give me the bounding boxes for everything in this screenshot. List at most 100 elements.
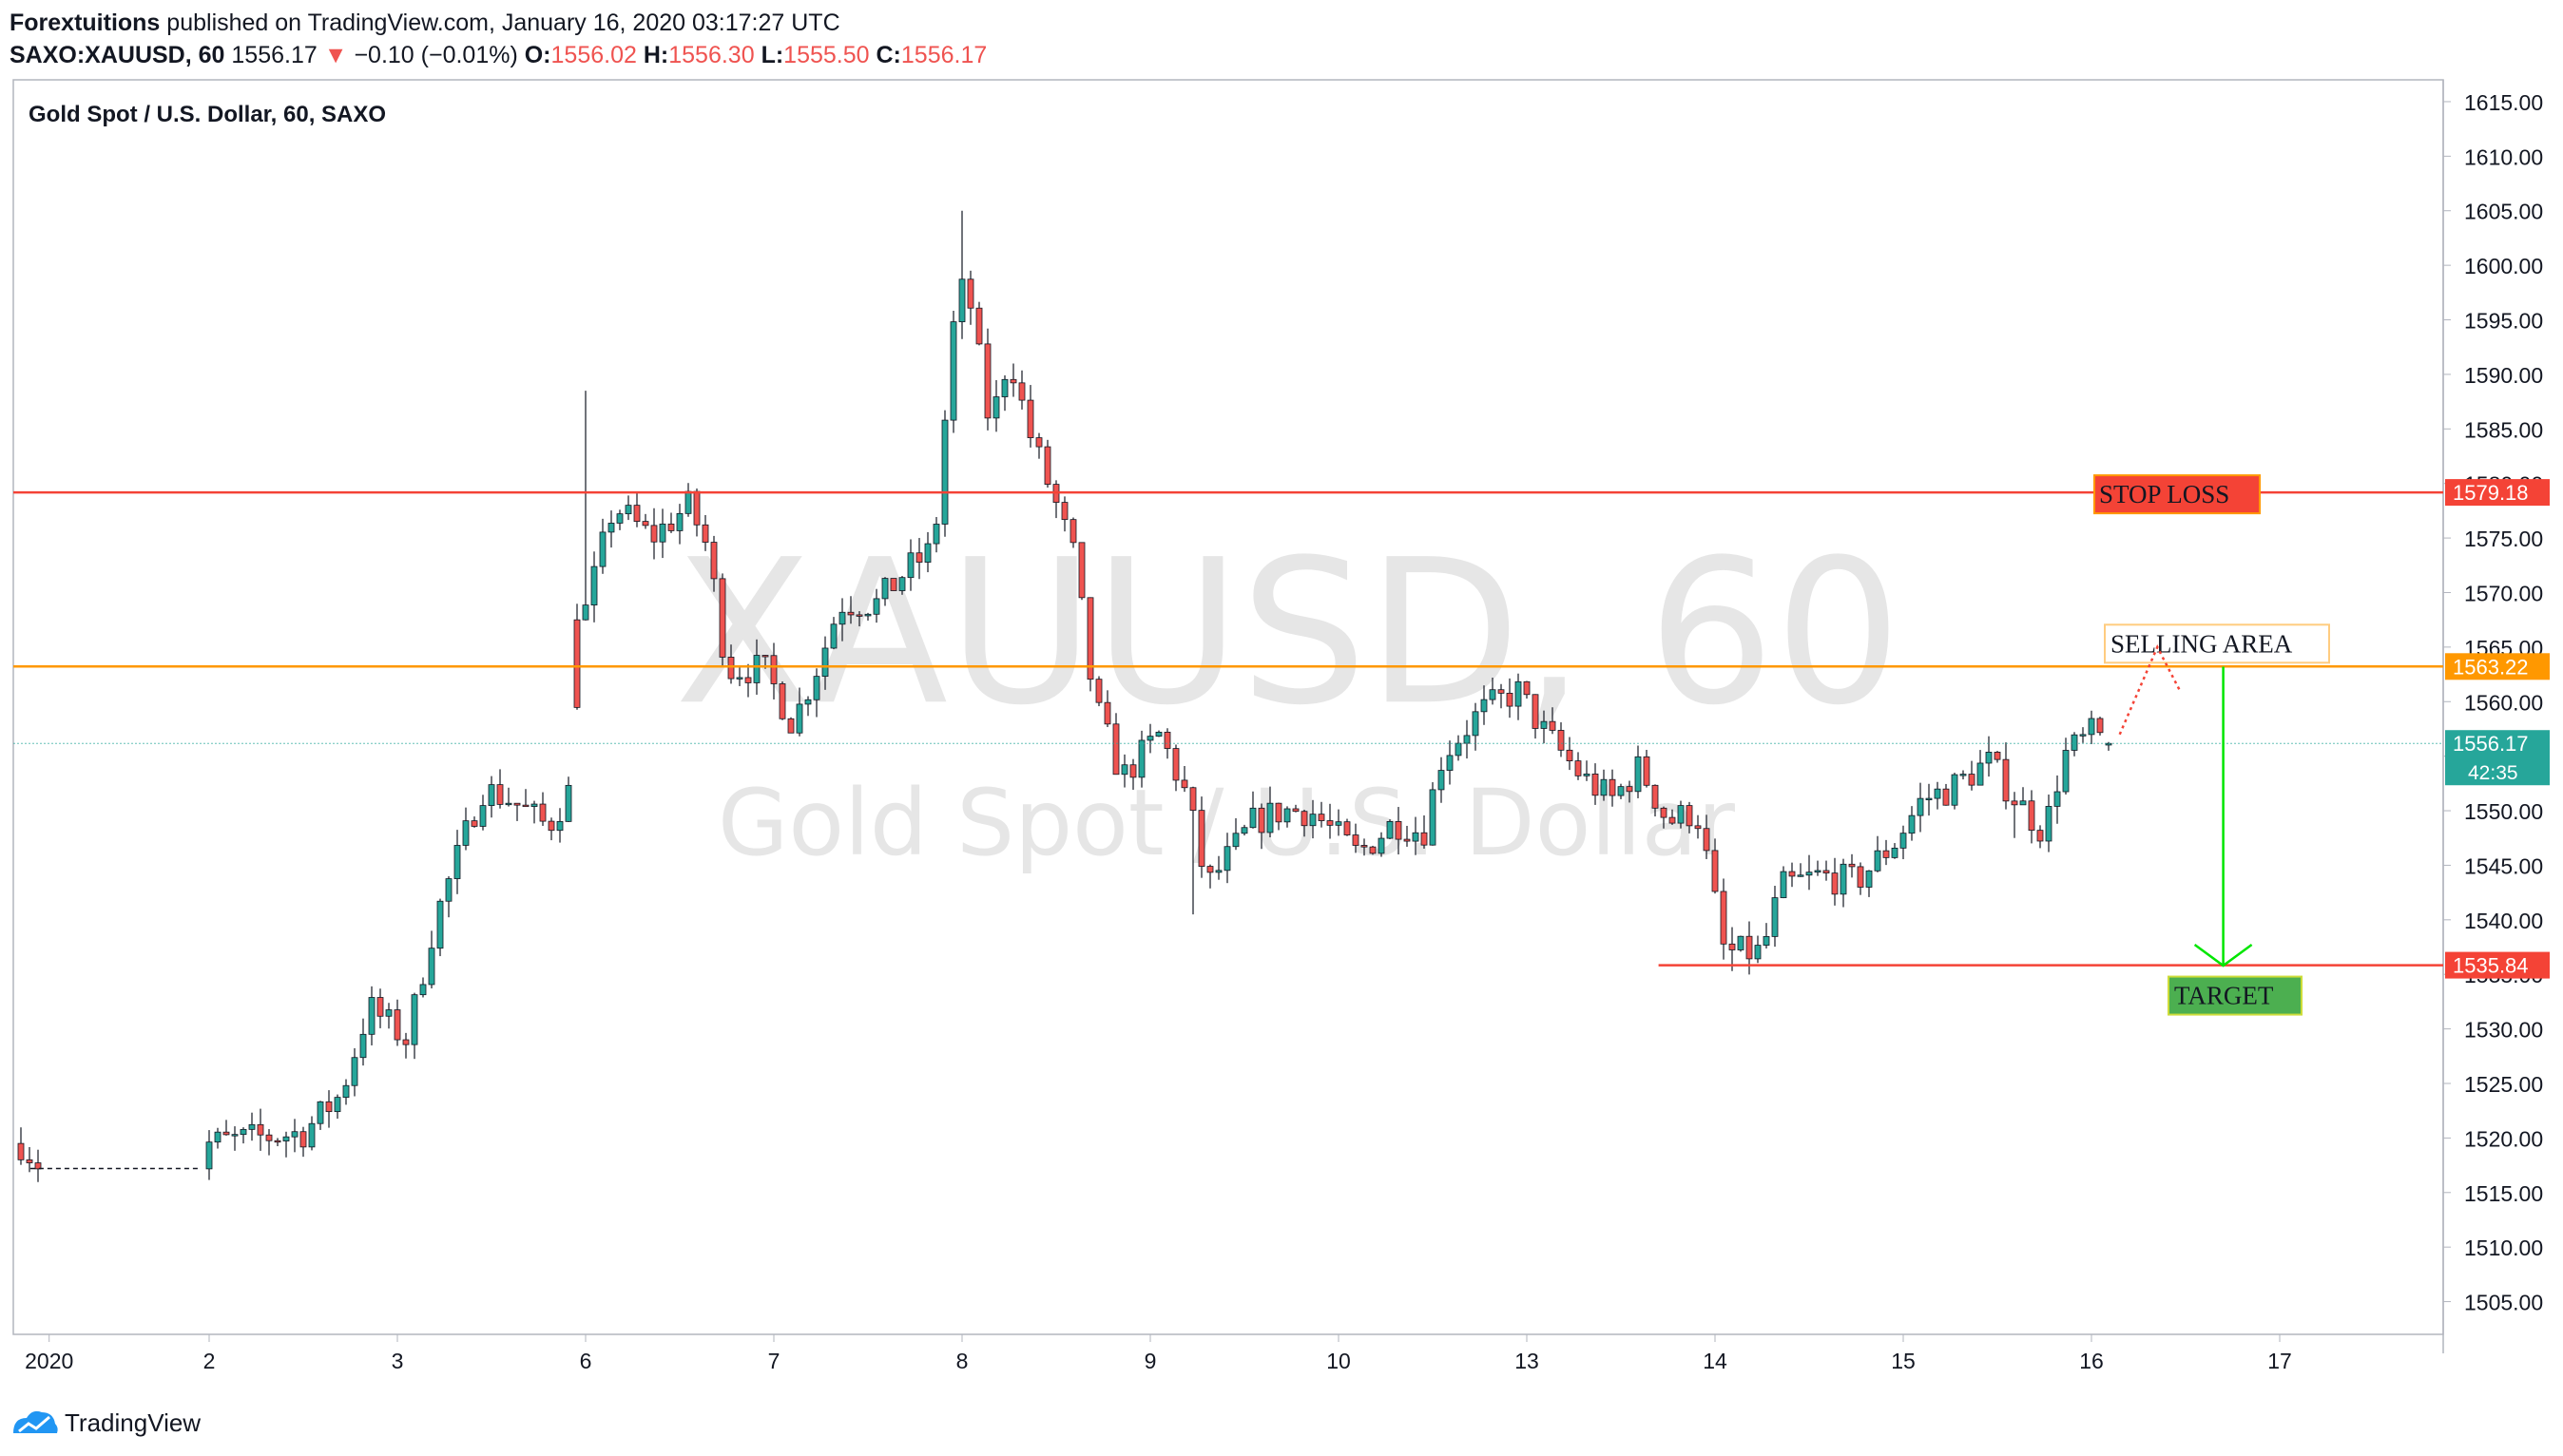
candle — [1352, 834, 1359, 846]
stop-price-badge — [2445, 479, 2550, 507]
candle — [1206, 866, 1214, 873]
candle — [1848, 863, 1856, 868]
candle — [274, 1140, 281, 1143]
stop-loss-box[interactable] — [2093, 474, 2261, 515]
candle — [248, 1123, 256, 1130]
candle — [1446, 755, 1454, 771]
candle — [462, 820, 470, 846]
candle — [2028, 800, 2035, 832]
candle — [804, 699, 812, 705]
candle — [992, 396, 1000, 419]
candle — [2053, 791, 2061, 807]
candle — [342, 1084, 350, 1099]
candle — [1489, 689, 1496, 700]
y-tick-label: 1545.00 — [2464, 853, 2543, 878]
x-tick-label: 3 — [392, 1349, 404, 1373]
candle — [1437, 770, 1445, 791]
candle — [385, 1009, 393, 1017]
tradingview-footer[interactable]: TradingView — [11, 1405, 297, 1443]
candle — [1840, 863, 1847, 895]
candle — [334, 1097, 341, 1113]
y-tick-label: 1560.00 — [2464, 690, 2543, 715]
watermark-symbol: XAUUSD, 60 — [675, 516, 1902, 749]
candle — [1129, 764, 1137, 778]
candle — [291, 1131, 299, 1138]
candle — [1908, 814, 1916, 834]
candle — [1309, 814, 1317, 827]
candle — [1882, 850, 1890, 858]
candle — [2002, 758, 2010, 802]
open-label: O: — [524, 42, 551, 68]
candle — [1121, 764, 1128, 776]
candle — [565, 784, 572, 822]
candle — [702, 524, 709, 543]
candle — [1968, 774, 1975, 786]
x-tick-label: 13 — [1514, 1349, 1539, 1373]
candle — [1942, 788, 1950, 806]
candle — [967, 278, 974, 309]
projection-path — [2118, 643, 2182, 736]
candle — [1626, 786, 1633, 793]
candle — [505, 802, 512, 806]
change-text: −0.10 (−0.01%) — [354, 42, 518, 68]
candle — [2011, 800, 2018, 806]
candle — [1523, 680, 1531, 696]
high-value: 1556.30 — [668, 42, 755, 68]
candle — [1326, 820, 1334, 826]
candle — [770, 655, 778, 684]
selling-area-label: SELLING AREA — [2110, 629, 2293, 658]
y-tick-label: 1585.00 — [2464, 417, 2543, 442]
candle — [1549, 720, 1556, 731]
candle — [453, 845, 461, 879]
target-box[interactable] — [2168, 975, 2303, 1016]
candle — [1899, 833, 1907, 849]
y-tick-label: 1575.00 — [2464, 527, 2543, 551]
candle — [676, 512, 684, 531]
candle — [2071, 734, 2078, 751]
candle — [659, 523, 666, 543]
y-tick-label: 1520.00 — [2464, 1126, 2543, 1151]
candle — [582, 604, 589, 621]
candle — [1480, 699, 1488, 713]
candle — [1249, 807, 1257, 829]
close-label: C: — [876, 42, 901, 68]
symbol-label[interactable]: SAXO:XAUUSD, 60 — [10, 42, 225, 68]
candle — [1566, 749, 1573, 761]
candle — [1420, 832, 1428, 846]
selling-area-box[interactable] — [2104, 623, 2330, 664]
x-tick-label: 16 — [2079, 1349, 2104, 1373]
candle — [856, 614, 863, 617]
candle — [539, 803, 547, 822]
y-tick-label: 1600.00 — [2464, 254, 2543, 278]
candle — [522, 804, 530, 808]
candle — [1181, 779, 1188, 789]
candle — [607, 523, 615, 533]
candle — [1514, 680, 1522, 707]
candle — [890, 578, 897, 591]
candle — [1215, 870, 1223, 873]
candle — [1018, 382, 1026, 401]
y-tick-label: 1605.00 — [2464, 200, 2543, 224]
candle — [1172, 748, 1180, 781]
candle — [1189, 787, 1197, 812]
y-tick-label: 1540.00 — [2464, 909, 2543, 933]
candle — [1463, 735, 1471, 744]
candle — [2045, 806, 2052, 842]
candle — [265, 1134, 273, 1141]
candle — [1001, 378, 1009, 397]
candle — [573, 619, 581, 708]
candle — [1369, 846, 1377, 854]
candle — [1737, 935, 1744, 950]
candle — [1788, 871, 1796, 877]
author-name[interactable]: Forextuitions — [10, 10, 161, 36]
candle — [479, 805, 487, 827]
candle — [2096, 718, 2104, 734]
candle — [1557, 730, 1565, 751]
candle — [402, 1039, 410, 1045]
candle — [736, 677, 743, 680]
candle — [1241, 827, 1248, 834]
candle — [1925, 797, 1933, 800]
candle — [2079, 734, 2087, 737]
candle — [299, 1131, 307, 1148]
